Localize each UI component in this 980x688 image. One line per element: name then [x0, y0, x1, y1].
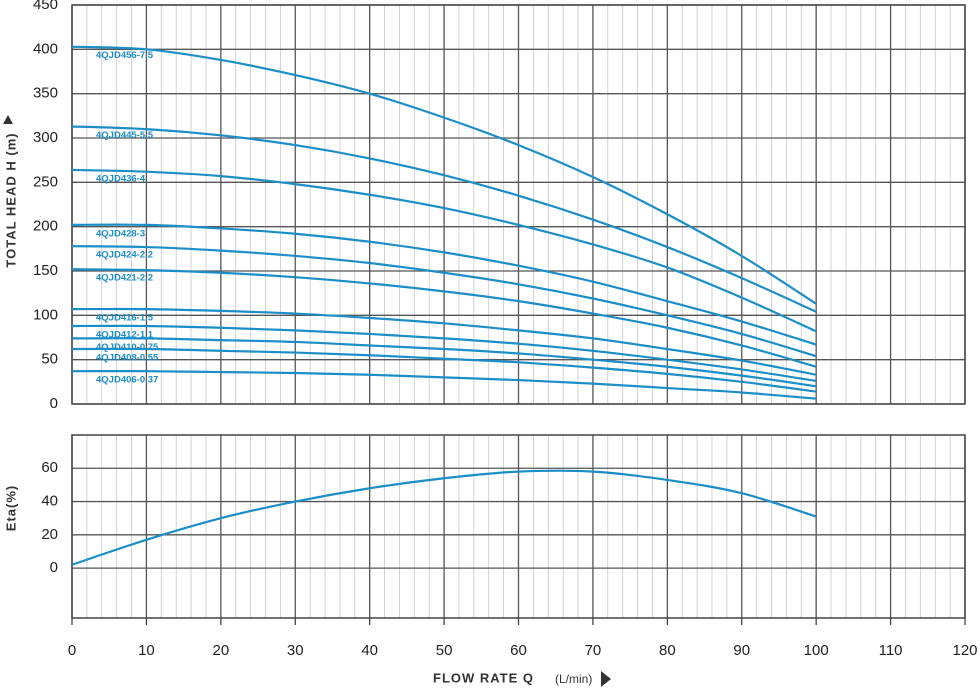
curve	[71, 45, 817, 305]
curve-label: 4QJD416-1.5	[96, 313, 154, 324]
curve	[71, 268, 817, 368]
curve	[71, 347, 817, 393]
x-axis-unit: (L/min)	[555, 672, 592, 686]
axis-arrow	[3, 115, 13, 124]
x-tick-label: 40	[361, 642, 378, 659]
y-tick-label: 250	[33, 173, 58, 190]
y-tick-label: 50	[41, 351, 58, 368]
y-tick-label: 450	[33, 0, 58, 13]
curve-label: 4QJD412-1.1	[96, 329, 154, 340]
curve-label: 4QJD408-0.55	[96, 353, 159, 364]
curve	[71, 168, 817, 333]
curve-label: 4QJD421-2.2	[96, 273, 153, 284]
y-tick-label: 300	[33, 129, 58, 146]
x-tick-label: 120	[952, 642, 977, 659]
curve-label: 4QJD456-7.5	[96, 50, 154, 61]
y-tick-label: 400	[33, 40, 58, 57]
y-tick-label: 150	[33, 262, 58, 279]
curve	[71, 223, 817, 346]
y-tick-label: 40	[41, 493, 58, 510]
x-tick-label: 0	[68, 642, 76, 659]
x-tick-label: 90	[733, 642, 750, 659]
x-tick-label: 70	[585, 642, 602, 659]
x-tick-label: 10	[138, 642, 155, 659]
curve	[71, 324, 817, 383]
x-tick-label: 30	[287, 642, 304, 659]
y-tick-label: 60	[41, 459, 58, 476]
x-axis-label: FLOW RATE Q	[433, 670, 534, 685]
plot-frame	[71, 4, 966, 405]
curve	[71, 245, 817, 358]
curve-label: 4QJD445-5.5	[96, 130, 154, 141]
x-tick-label: 60	[510, 642, 527, 659]
curve	[71, 307, 817, 376]
curve	[71, 337, 817, 388]
curve	[71, 370, 817, 400]
curve-label: 4QJD424-2.2	[96, 250, 153, 261]
x-tick-label: 80	[659, 642, 676, 659]
y-axis-label: Eta(%)	[3, 485, 18, 531]
y-tick-label: 0	[50, 559, 58, 576]
y-axis-label: TOTAL HEAD H (m)	[3, 132, 18, 267]
curve	[71, 125, 817, 313]
curve-label: 4QJD428-3	[96, 228, 145, 239]
x-tick-label: 110	[879, 642, 903, 659]
y-tick-label: 100	[33, 306, 58, 323]
y-tick-label: 20	[41, 526, 58, 543]
x-tick-label: 100	[804, 642, 829, 659]
x-tick-label: 50	[436, 642, 453, 659]
curve-label: 4QJD406-0.37	[96, 375, 158, 386]
curve-label: 4QJD436-4	[96, 173, 146, 184]
x-tick-label: 20	[212, 642, 229, 659]
curve-label: 4QJD410-0.75	[96, 342, 159, 353]
y-tick-label: 0	[50, 395, 58, 412]
axis-arrow	[601, 671, 611, 687]
curve	[71, 469, 817, 566]
y-tick-label: 200	[33, 218, 58, 235]
y-tick-label: 350	[33, 85, 58, 102]
